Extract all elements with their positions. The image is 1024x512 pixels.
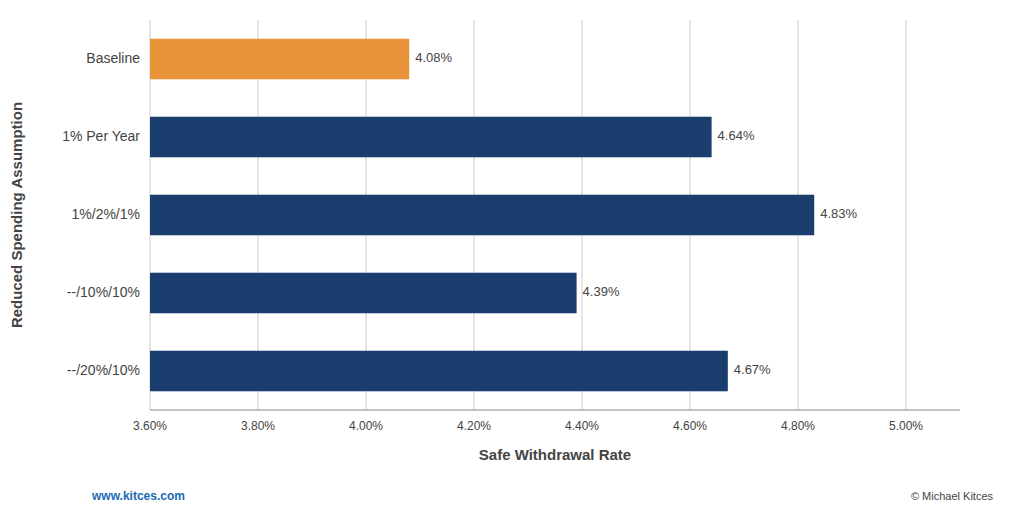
x-axis-line bbox=[150, 410, 960, 411]
bar bbox=[150, 117, 712, 158]
bar bbox=[150, 195, 814, 236]
bars bbox=[150, 39, 814, 392]
data-label: 4.39% bbox=[583, 284, 620, 299]
x-tick-label: 4.00% bbox=[349, 419, 383, 433]
x-tick-label: 4.20% bbox=[457, 419, 491, 433]
y-tick-label: --/10%/10% bbox=[67, 284, 140, 300]
y-tick-label: --/20%/10% bbox=[67, 362, 140, 378]
y-tick-label: Baseline bbox=[86, 50, 140, 66]
y-axis-label: Reduced Spending Assumption bbox=[8, 102, 25, 328]
data-label: 4.83% bbox=[820, 206, 857, 221]
bar bbox=[150, 39, 409, 80]
x-tick-label: 4.80% bbox=[781, 419, 815, 433]
chart: 3.60% 3.80% 4.00% 4.20% 4.40% 4.60% 4.80% 5.00%… bbox=[0, 0, 1024, 512]
x-tick-label: 4.40% bbox=[565, 419, 599, 433]
x-tick-label: 4.60% bbox=[673, 419, 707, 433]
x-tick-label: 3.60% bbox=[133, 419, 167, 433]
y-tick-label: 1%/2%/1% bbox=[72, 206, 140, 222]
x-tick-label: 3.80% bbox=[241, 419, 275, 433]
bar bbox=[150, 351, 728, 392]
y-tick-label: 1% Per Year bbox=[62, 128, 140, 144]
footer-left: www.kitces.com bbox=[91, 489, 185, 503]
x-tick-label: 5.00% bbox=[889, 419, 923, 433]
data-label: 4.67% bbox=[734, 362, 771, 377]
data-label: 4.64% bbox=[718, 128, 755, 143]
bar bbox=[150, 273, 577, 314]
grid-line bbox=[906, 20, 907, 410]
footer-right: © Michael Kitces bbox=[911, 490, 994, 502]
x-axis-label: Safe Withdrawal Rate bbox=[479, 446, 631, 463]
data-label: 4.08% bbox=[415, 50, 452, 65]
